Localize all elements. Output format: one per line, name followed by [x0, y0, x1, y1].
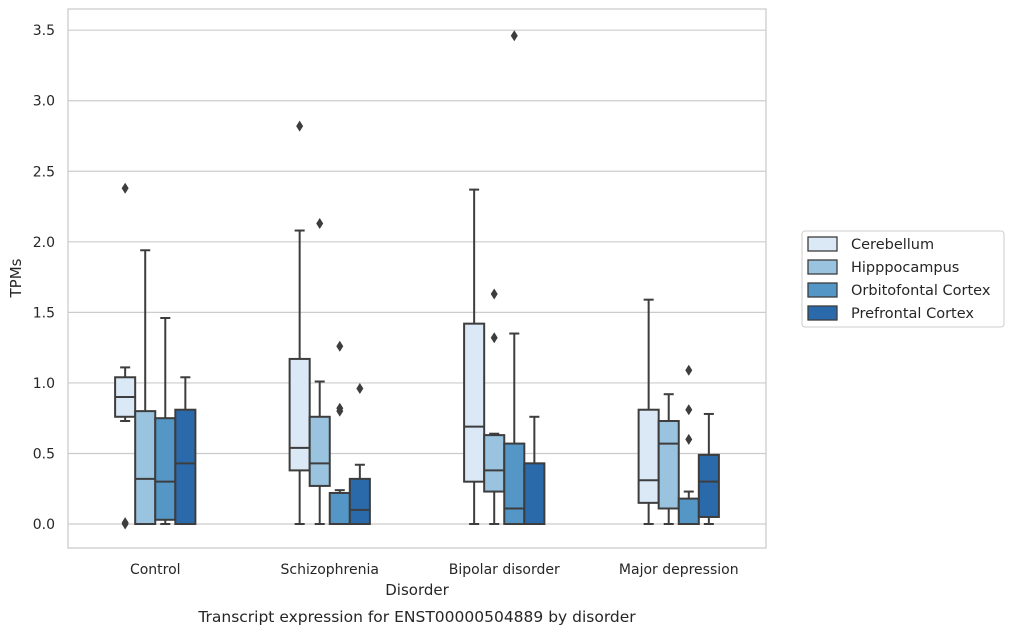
- iqr-box: [677, 497, 700, 526]
- x-axis-title: Disorder: [385, 581, 449, 599]
- legend-swatch: [807, 236, 838, 252]
- x-tick-labels: Control Schizophrenia Bipolar disorder Majo…: [130, 562, 739, 578]
- outlier-point: [685, 404, 693, 416]
- plot-frame: [67, 8, 767, 549]
- outlier-point: [685, 364, 693, 376]
- box-group: [637, 298, 660, 526]
- x-tick-label: Major depression: [619, 562, 739, 578]
- outlier-point: [490, 288, 498, 300]
- box-group: [503, 30, 526, 526]
- iqr-box: [637, 408, 660, 504]
- outlier-point: [336, 340, 344, 352]
- box-group: [134, 249, 157, 526]
- outlier-point: [296, 120, 304, 132]
- box-group: [328, 340, 351, 526]
- legend-swatch: [807, 259, 838, 275]
- x-tick-label: Schizophrenia: [281, 562, 379, 578]
- legend-swatch: [807, 282, 838, 298]
- box-group: [523, 415, 546, 526]
- y-tick-label: 0.5: [33, 446, 55, 462]
- legend-label: Hipppocampus: [851, 260, 959, 276]
- box-group: [288, 120, 311, 526]
- legend: Cerebellum Hipppocampus Orbitofontal Corte…: [801, 230, 1005, 328]
- legend-swatch: [807, 305, 838, 321]
- y-tick-labels: 0.0 0.5 1.0 1.5 2.0 2.5 3.0 3.5: [33, 23, 55, 533]
- legend-frame: [801, 230, 1005, 328]
- box-group: [697, 412, 720, 526]
- box-group: [483, 288, 506, 526]
- iqr-box: [174, 408, 197, 526]
- iqr-box: [483, 434, 506, 493]
- iqr-box: [348, 477, 371, 526]
- iqr-box: [657, 420, 680, 510]
- box-group: [154, 317, 177, 526]
- outlier-point: [356, 383, 364, 395]
- outlier-point: [490, 332, 498, 344]
- iqr-box: [308, 415, 331, 487]
- x-tick-label: Bipolar disorder: [449, 562, 560, 578]
- outlier-point: [121, 182, 129, 194]
- box-group: [657, 393, 680, 526]
- legend-label: Cerebellum: [851, 237, 934, 253]
- y-tick-label: 2.0: [33, 235, 55, 251]
- iqr-box: [328, 491, 351, 526]
- box-group: [114, 182, 137, 530]
- y-tick-label: 3.0: [33, 94, 55, 110]
- iqr-box: [463, 322, 486, 483]
- outlier-point: [316, 217, 324, 229]
- y-axis-title: TPMs: [7, 258, 25, 298]
- box-group: [174, 376, 197, 526]
- x-tick-label: Control: [130, 562, 181, 578]
- box-group: [348, 383, 371, 526]
- box-group: [677, 364, 700, 526]
- iqr-box: [503, 442, 526, 526]
- outlier-point: [685, 433, 693, 445]
- iqr-box: [154, 417, 177, 521]
- iqr-box: [697, 453, 720, 518]
- iqr-box: [523, 462, 546, 526]
- iqr-box: [288, 357, 311, 472]
- y-tick-label: 1.0: [33, 376, 55, 392]
- outlier-point: [336, 405, 344, 417]
- y-tick-label: 3.5: [33, 23, 55, 39]
- outlier-point: [510, 30, 518, 42]
- outlier-point: [121, 517, 129, 529]
- figure-caption: Transcript expression for ENST0000050488…: [197, 608, 636, 626]
- box-group: [463, 188, 486, 526]
- y-tick-label: 0.0: [33, 517, 55, 533]
- boxes-layer: [114, 30, 720, 530]
- y-tick-label: 1.5: [33, 305, 55, 321]
- y-tick-label: 2.5: [33, 164, 55, 180]
- iqr-box: [134, 410, 157, 526]
- box-group: [308, 217, 331, 526]
- legend-label: Orbitofontal Cortex: [851, 283, 991, 299]
- legend-label: Prefrontal Cortex: [851, 306, 974, 322]
